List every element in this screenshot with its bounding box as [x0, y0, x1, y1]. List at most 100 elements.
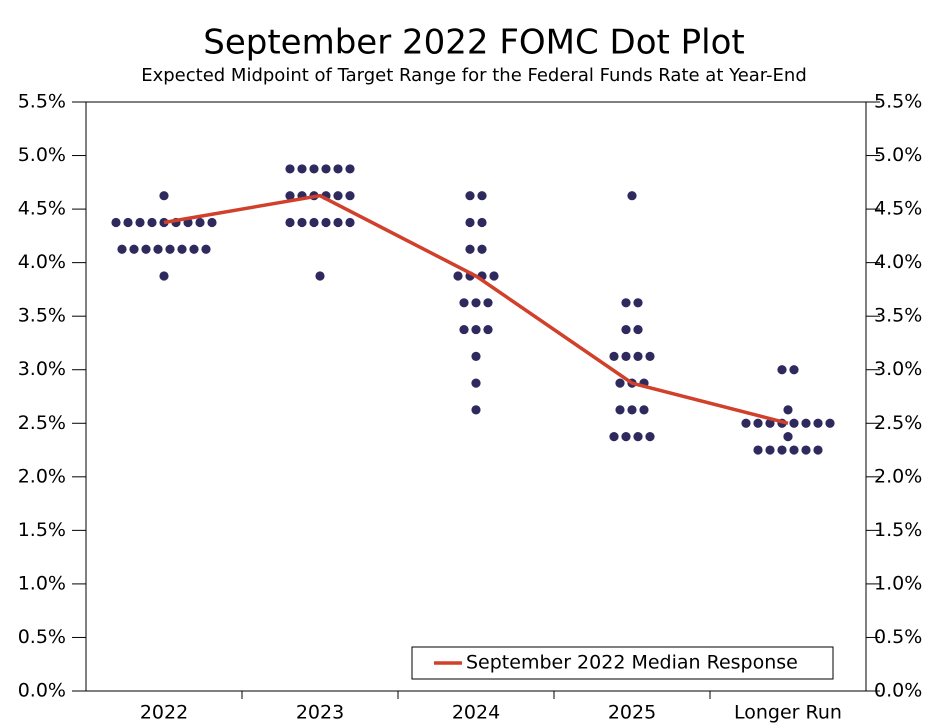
y2-tick-label: 3.0%	[874, 358, 922, 380]
dot	[633, 432, 643, 442]
dot	[633, 324, 643, 335]
dot	[297, 164, 307, 174]
dot	[195, 217, 205, 228]
dot	[471, 405, 481, 415]
dot	[639, 405, 649, 415]
dot	[471, 378, 481, 388]
dot	[159, 271, 169, 281]
dot	[321, 164, 331, 174]
dot	[615, 405, 625, 415]
dot	[111, 217, 121, 228]
dot	[141, 244, 151, 254]
dot	[333, 217, 343, 228]
dot	[813, 445, 823, 455]
y2-tick-label: 4.0%	[874, 251, 922, 273]
y-tick-label: 1.0%	[18, 572, 66, 594]
y2-tick-label: 5.0%	[874, 144, 922, 166]
dot	[645, 351, 655, 361]
dot	[783, 432, 793, 442]
y2-tick-label: 1.5%	[874, 519, 922, 541]
dot	[147, 217, 157, 228]
plot-frame	[85, 101, 867, 692]
y2-tick-label: 2.0%	[874, 465, 922, 487]
dot	[789, 418, 799, 428]
dot	[333, 191, 343, 201]
dot	[297, 217, 307, 228]
dot	[483, 324, 493, 335]
dot	[789, 445, 799, 455]
x-tick-label: 2025	[608, 702, 656, 724]
dot	[471, 324, 481, 335]
dot	[159, 191, 169, 201]
y-tick-label: 4.0%	[18, 251, 66, 273]
dot	[627, 405, 637, 415]
dot	[117, 244, 127, 254]
dot	[309, 217, 319, 228]
y-tick-label: 0.5%	[18, 626, 66, 648]
y2-tick-label: 1.0%	[874, 572, 922, 594]
y-tick-label: 5.5%	[18, 91, 66, 113]
dot	[789, 365, 799, 375]
median-line	[163, 193, 789, 425]
dot	[345, 217, 355, 228]
dot	[477, 244, 487, 254]
dot	[165, 244, 175, 254]
x-tick-label: 2024	[452, 702, 500, 724]
dot	[801, 418, 811, 428]
dot	[285, 217, 295, 228]
dot	[783, 405, 793, 415]
dot	[333, 164, 343, 174]
y2-tick-label: 5.5%	[874, 91, 922, 113]
y2-tick-label: 4.5%	[874, 198, 922, 220]
y-tick-label: 2.5%	[18, 412, 66, 434]
dot	[621, 324, 631, 335]
dot	[471, 298, 481, 308]
y-tick-label: 4.5%	[18, 198, 66, 220]
y-tick-label: 2.0%	[18, 465, 66, 487]
dot	[801, 445, 811, 455]
chart-title: September 2022 FOMC Dot Plot	[203, 23, 744, 63]
dot	[459, 298, 469, 308]
dot	[285, 191, 295, 201]
dot	[471, 351, 481, 361]
dot	[135, 217, 145, 228]
dot	[345, 164, 355, 174]
y-tick-label: 3.5%	[18, 305, 66, 327]
dot	[129, 244, 139, 254]
dot	[477, 217, 487, 228]
dot	[741, 418, 751, 428]
dot	[777, 365, 787, 375]
dot	[453, 271, 463, 281]
dot	[315, 271, 325, 281]
dot	[309, 164, 319, 174]
y2-tick-label: 2.5%	[874, 412, 922, 434]
dot	[489, 271, 499, 281]
dot	[465, 191, 475, 201]
dot	[633, 298, 643, 308]
chart-subtitle: Expected Midpoint of Target Range for th…	[141, 65, 807, 86]
dot	[177, 244, 187, 254]
dot	[465, 244, 475, 254]
dot	[465, 217, 475, 228]
dot	[285, 164, 295, 174]
dot	[123, 217, 133, 228]
dot	[753, 445, 763, 455]
y2-tick-label: 0.0%	[874, 680, 922, 702]
dot	[633, 351, 643, 361]
x-tick-label: 2022	[140, 702, 188, 724]
legend-label: September 2022 Median Response	[466, 652, 798, 674]
dot	[645, 432, 655, 442]
dot	[207, 217, 217, 228]
dot	[621, 351, 631, 361]
legend-box	[411, 646, 834, 680]
dot	[609, 432, 619, 442]
dot	[621, 432, 631, 442]
dot	[777, 445, 787, 455]
dot	[345, 191, 355, 201]
dot	[459, 324, 469, 335]
dot	[825, 418, 835, 428]
dot	[753, 418, 763, 428]
y-tick-label: 1.5%	[18, 519, 66, 541]
dot	[615, 378, 625, 388]
